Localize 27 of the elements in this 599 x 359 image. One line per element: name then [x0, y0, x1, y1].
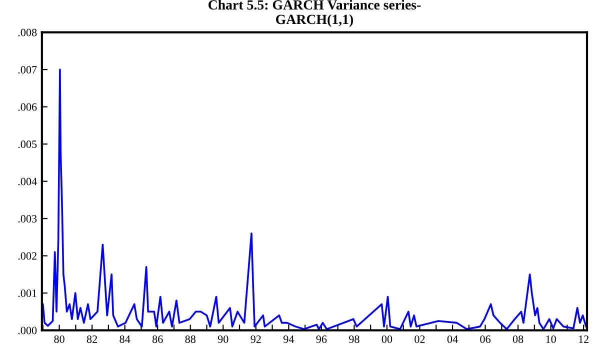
- y-tick-label: .002: [18, 252, 36, 260]
- chart-title: Chart 5.5: GARCH Variance series- GARCH(1,1): [208, 0, 421, 27]
- y-tick-label: .001: [18, 290, 36, 298]
- x-tick-label: 06: [480, 335, 490, 343]
- y-tick-label: .007: [18, 66, 37, 74]
- y-tick-label: .004: [18, 178, 37, 186]
- x-tick-label: 10: [546, 335, 556, 343]
- x-tick-label: 02: [414, 335, 425, 343]
- x-tick-label: 82: [86, 335, 98, 343]
- x-tick-label: 80: [54, 335, 64, 343]
- x-tick-label: 94: [283, 335, 294, 343]
- x-tick-label: 86: [152, 335, 163, 343]
- y-tick-label: .003: [18, 215, 37, 223]
- x-tick-label: 12: [579, 335, 589, 343]
- x-tick-label: 98: [349, 335, 360, 343]
- x-tick-label: 88: [185, 335, 196, 343]
- y-tick-label: .005: [18, 140, 37, 148]
- x-tick-label: 96: [316, 335, 327, 343]
- x-tick-label: 04: [447, 335, 458, 343]
- y-tick-label: .008: [18, 28, 37, 36]
- x-tick-label: 84: [120, 335, 130, 343]
- x-tick-label: 90: [218, 335, 228, 343]
- y-tick-label: .000: [18, 326, 37, 334]
- x-tick-label: 00: [382, 335, 392, 343]
- x-tick-label: 08: [512, 335, 524, 343]
- y-tick-label: .006: [18, 103, 37, 111]
- x-tick-label: 92: [250, 335, 261, 343]
